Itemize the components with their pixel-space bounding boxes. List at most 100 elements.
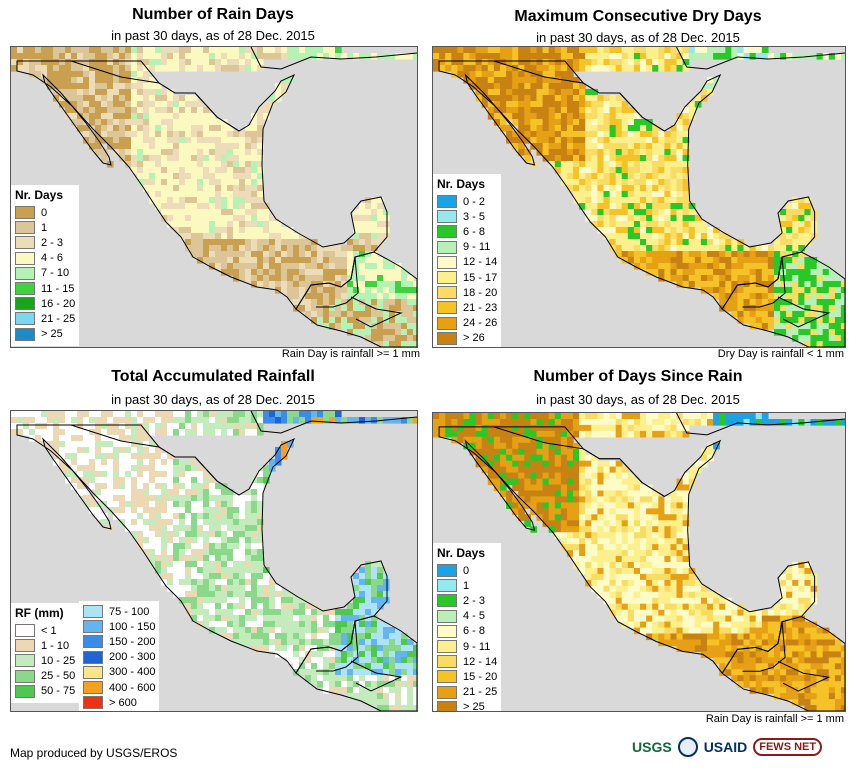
mexico-outline bbox=[438, 426, 816, 675]
legend-item: 18 - 20 bbox=[437, 285, 497, 300]
legend-swatch bbox=[437, 301, 457, 315]
legend-label: > 25 bbox=[463, 701, 485, 712]
panel-1-note: Rain Day is rainfall >= 1 mm bbox=[281, 348, 420, 360]
legend-item: 21 - 23 bbox=[437, 300, 497, 315]
legend-label: 15 - 17 bbox=[463, 271, 498, 284]
legend-label: > 26 bbox=[463, 332, 485, 345]
central-america-outline bbox=[721, 251, 845, 347]
legend-item: 300 - 400 bbox=[83, 665, 155, 680]
legend-item: 0 - 2 bbox=[437, 194, 497, 209]
panel-2-note: Dry Day is rainfall < 1 mm bbox=[717, 348, 844, 360]
honduras-border bbox=[350, 660, 403, 692]
legend-item: 150 - 200 bbox=[83, 634, 155, 649]
legend-label: 10 - 25 bbox=[41, 654, 76, 667]
panel-1-title: Number of Rain Days bbox=[132, 6, 294, 23]
legend-swatch bbox=[437, 685, 457, 699]
legend-swatch bbox=[83, 620, 103, 634]
fews-net-logo: FEWS NET bbox=[753, 738, 823, 756]
legend-item: 6 - 8 bbox=[437, 224, 497, 239]
legend-swatch bbox=[15, 297, 35, 311]
legend-swatch bbox=[15, 639, 35, 653]
us-border bbox=[493, 60, 665, 132]
legend-item: 7 - 10 bbox=[15, 266, 75, 281]
central-america-outline bbox=[721, 616, 845, 711]
guatemala-border bbox=[316, 620, 359, 672]
legend-label: 300 - 400 bbox=[109, 666, 156, 679]
legend-label: 15 - 20 bbox=[463, 670, 498, 683]
baja-outline bbox=[464, 439, 536, 531]
legend-swatch bbox=[15, 221, 35, 235]
legend-item: 3 - 5 bbox=[437, 209, 497, 224]
legend-swatch bbox=[437, 271, 457, 285]
honduras-border bbox=[777, 660, 831, 692]
legend-swatch bbox=[15, 684, 35, 698]
map-canvas bbox=[433, 47, 845, 347]
legend-label: 150 - 200 bbox=[109, 635, 156, 648]
legend-label: 18 - 20 bbox=[463, 286, 498, 299]
legend-item: 2 - 3 bbox=[437, 593, 497, 608]
legend-label: 21 - 23 bbox=[463, 301, 498, 314]
us-coast bbox=[250, 47, 417, 70]
legend-rainfall: RF (mm) < 1 1 - 10 10 - 25 25 - 50 50 - 75 bbox=[11, 603, 80, 703]
legend-item: 1 bbox=[15, 220, 75, 235]
usgs-logo: USGS bbox=[632, 739, 672, 755]
legend-swatch bbox=[15, 266, 35, 280]
legend-item: 24 - 26 bbox=[437, 316, 497, 331]
legend-label: 4 - 6 bbox=[41, 252, 64, 265]
legend-item: 400 - 600 bbox=[83, 680, 155, 695]
legend-label: < 1 bbox=[41, 624, 57, 637]
legend-swatch bbox=[437, 670, 457, 684]
us-coast bbox=[676, 47, 845, 70]
legend-swatch bbox=[83, 635, 103, 649]
panel-2-map[interactable]: Nr. Days 0 - 2 3 - 5 6 - 8 9 - 11 12 - 14 15 -… bbox=[432, 46, 846, 348]
legend-item: < 1 bbox=[15, 623, 75, 638]
legend-label: 0 bbox=[463, 564, 470, 577]
legend-item: 21 - 25 bbox=[15, 311, 75, 326]
legend-label: 50 - 75 bbox=[41, 685, 76, 698]
legend-rainfall-high: 75 - 100 100 - 150 150 - 200 200 - 300 300 -… bbox=[79, 601, 160, 711]
partner-logos: USGS USAID FEWS NET bbox=[632, 737, 823, 757]
legend-label: 21 - 25 bbox=[463, 686, 498, 699]
legend-item: 1 - 10 bbox=[15, 638, 75, 653]
map-canvas bbox=[11, 411, 417, 711]
legend-label: 9 - 11 bbox=[463, 241, 491, 254]
legend-rain-days: Nr. Days 0 1 2 - 3 4 - 6 7 - 10 11 - 15 16 - 20… bbox=[11, 185, 80, 346]
legend-swatch bbox=[437, 316, 457, 330]
panel-4-map[interactable]: Nr. Days 0 1 2 - 3 4 - 5 6 - 8 9 - 11 12 - 14 15… bbox=[432, 412, 846, 712]
legend-swatch bbox=[437, 564, 457, 578]
legend-swatch bbox=[15, 236, 35, 250]
legend-swatch bbox=[437, 700, 457, 711]
panel-1-map[interactable]: Nr. Days 0 1 2 - 3 4 - 6 7 - 10 11 - 15 16 - 20… bbox=[10, 46, 418, 348]
legend-title: Nr. Days bbox=[15, 188, 64, 202]
legend-label: 200 - 300 bbox=[109, 651, 156, 664]
panel-1-subtitle: in past 30 days, as of 28 Dec. 2015 bbox=[111, 28, 315, 43]
legend-label: 1 - 10 bbox=[41, 639, 70, 652]
legend-title: Nr. Days bbox=[437, 177, 486, 191]
legend-item: > 25 bbox=[437, 700, 497, 712]
guatemala-border bbox=[742, 256, 786, 308]
legend-label: 9 - 11 bbox=[463, 640, 491, 653]
legend-swatch bbox=[83, 665, 103, 679]
legend-item: 10 - 25 bbox=[15, 653, 75, 668]
central-america-outline bbox=[295, 251, 417, 347]
legend-item: 21 - 25 bbox=[437, 685, 497, 700]
usaid-logo: USAID bbox=[703, 739, 748, 755]
legend-swatch bbox=[437, 195, 457, 209]
legend-label: 7 - 10 bbox=[41, 267, 70, 280]
legend-swatch bbox=[437, 609, 457, 623]
guatemala-border bbox=[316, 256, 359, 308]
legend-label: 0 bbox=[41, 206, 48, 219]
legend-item: > 25 bbox=[15, 327, 75, 342]
panel-4-title: Number of Days Since Rain bbox=[533, 368, 743, 385]
guatemala-border bbox=[742, 621, 786, 672]
legend-item: 200 - 300 bbox=[83, 650, 155, 665]
panel-2-subtitle: in past 30 days, as of 28 Dec. 2015 bbox=[536, 30, 740, 45]
panel-4-subtitle: in past 30 days, as of 28 Dec. 2015 bbox=[536, 392, 740, 407]
legend-swatch bbox=[83, 605, 103, 619]
legend-label: 2 - 3 bbox=[463, 594, 486, 607]
raster-layer bbox=[433, 413, 845, 711]
legend-swatch bbox=[83, 650, 103, 664]
legend-label: 24 - 26 bbox=[463, 317, 498, 330]
legend-swatch bbox=[437, 655, 457, 669]
